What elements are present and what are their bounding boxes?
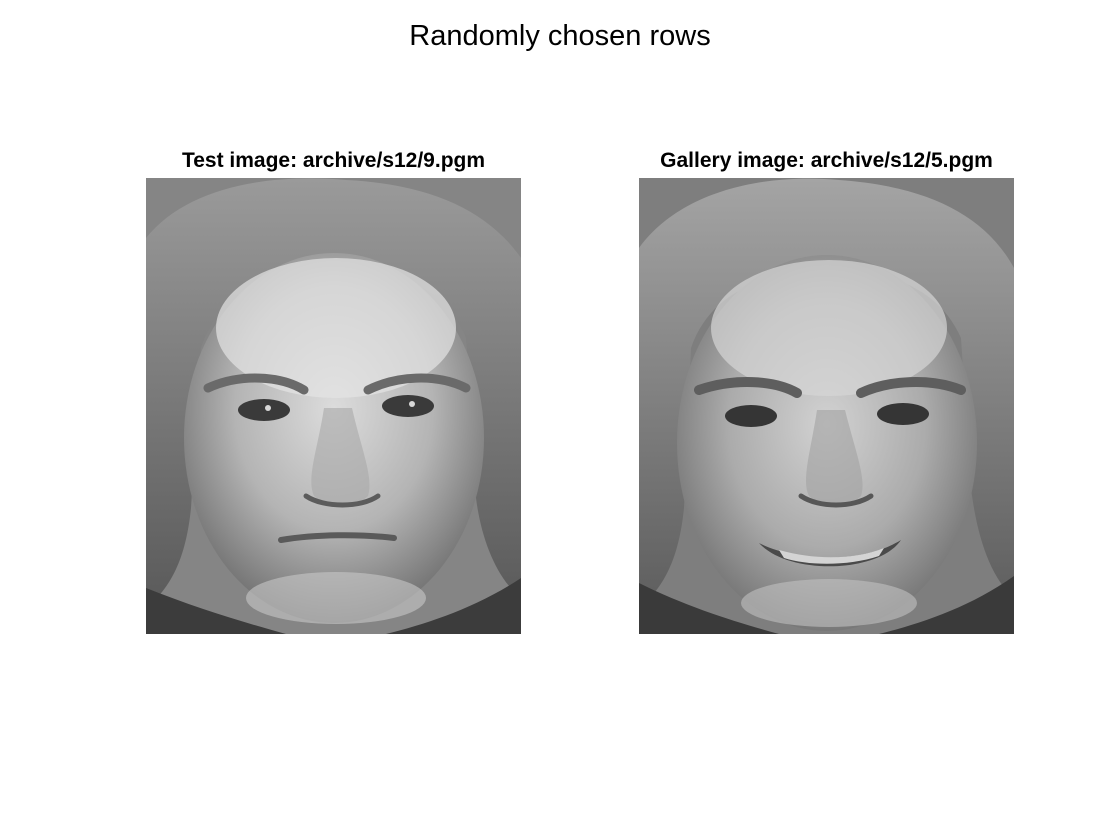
gallery-image-title: Gallery image: archive/s12/5.pgm [660,149,993,172]
test-image-title: Test image: archive/s12/9.pgm [181,149,486,172]
gallery-image-subplot: Gallery image: archive/s12/5.pgm [639,146,1014,634]
figure-title: Randomly chosen rows [409,20,711,52]
test-face-image [146,178,521,634]
gallery-face-image [639,178,1014,634]
test-image-subplot: Test image: archive/s12/9.pgm [146,146,521,634]
